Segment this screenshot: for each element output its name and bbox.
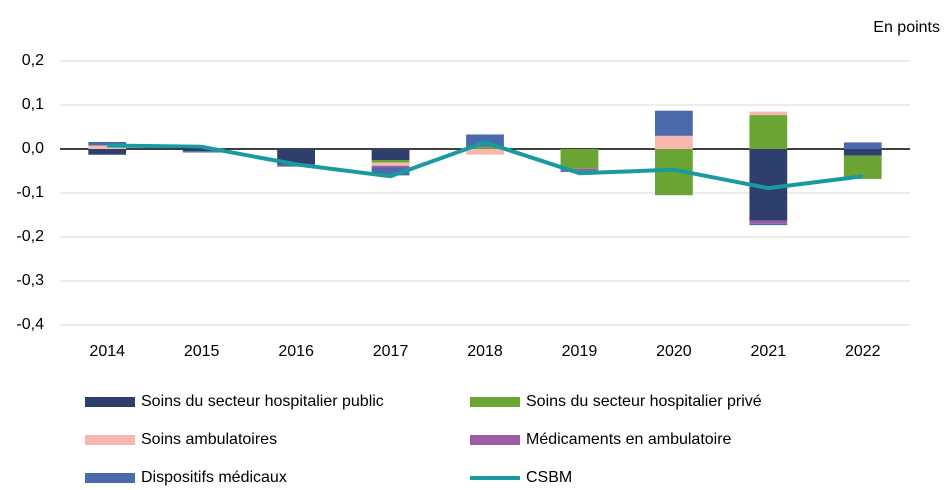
bar-segment [182,149,221,152]
legend-swatch [85,473,135,483]
y-tick-label: -0,3 [16,272,44,289]
y-tick-label: -0,1 [16,184,44,201]
y-tick-label: 0,2 [22,52,44,69]
bar-segment [655,135,693,149]
bar-segment [466,149,504,155]
x-tick-label: 2021 [751,343,787,360]
legend-swatch [470,397,520,407]
y-tick-label: 0,1 [22,96,44,113]
bar-segment [843,142,882,149]
line [107,140,864,191]
legend-label: Soins ambulatoires [141,431,277,448]
bar-segment [749,220,788,224]
bar-segment [371,149,410,160]
x-tick-label: 2018 [467,343,503,360]
y-tick-label: 0,0 [22,140,44,157]
x-tick-label: 2019 [562,343,598,360]
bar-segment [843,155,882,179]
bar-segment [371,162,410,166]
bar-segment [749,223,788,226]
unit-label: En points [873,19,940,36]
x-tick-label: 2015 [184,343,220,360]
bar-segment [749,111,788,116]
x-tick-label: 2017 [373,343,409,360]
bar-segment [749,115,788,149]
bar-segment [466,146,504,149]
legend-label: CSBM [526,469,572,486]
legend-swatch [85,435,135,445]
bar-segment [560,170,599,172]
bar-segment [371,167,410,176]
x-tick-label: 2022 [845,343,881,360]
bar-segment [560,149,599,169]
legend-swatch [85,397,135,407]
bar-segment [655,110,693,136]
x-tick-label: 2020 [656,343,692,360]
bar-segment [88,149,127,155]
legend-label: Dispositifs médicaux [141,469,287,486]
bar-segment [371,165,410,168]
y-tick-label: -0,4 [16,316,44,333]
x-tick-label: 2014 [89,343,125,360]
bar-segment [560,168,599,171]
bar-segment [277,149,315,165]
bar-segment [88,141,127,146]
legend-label: Médicaments en ambulatoire [526,431,732,448]
legend-swatch [470,435,520,445]
legend-label: Soins du secteur hospitalier privé [526,393,762,410]
bar-segment [371,160,410,163]
bar-segment [182,151,221,153]
y-tick-label: -0,2 [16,228,44,245]
bar-segment [843,149,882,156]
legend-label: Soins du secteur hospitalier public [141,393,384,410]
x-tick-label: 2016 [278,343,314,360]
